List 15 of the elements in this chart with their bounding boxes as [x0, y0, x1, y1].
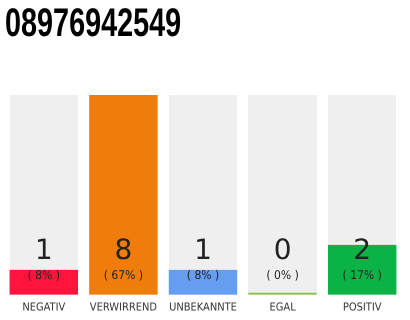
chart-title: 08976942549 — [5, 0, 182, 46]
annotation: ( 67% ) — [104, 268, 144, 282]
x-tick-label: NEGATIV — [22, 300, 66, 314]
annotation: ( 17% ) — [342, 268, 382, 282]
annotation: ( 8% ) — [186, 268, 220, 282]
x-tick-label: POSITIV — [342, 300, 382, 314]
x-tick-label: VERWIRREND — [90, 300, 158, 314]
data-label: 1 — [194, 232, 212, 266]
data-label: 8 — [114, 232, 132, 266]
x-tick-label: EGAL — [270, 300, 296, 314]
annotation: ( 8% ) — [28, 268, 60, 282]
data-label: 0 — [274, 232, 292, 266]
annotation: ( 0% ) — [266, 268, 299, 282]
data-label: 1 — [34, 232, 53, 266]
x-tick-label: UNBEKANNTE — [169, 300, 237, 314]
